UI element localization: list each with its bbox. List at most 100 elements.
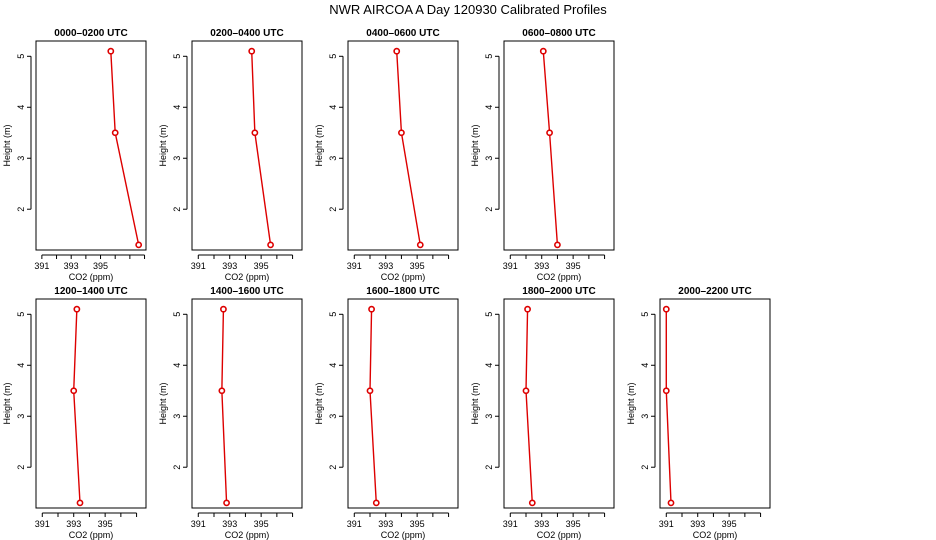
y-axis-label: Height (m) — [2, 382, 12, 424]
data-point — [393, 47, 401, 55]
data-point — [522, 387, 530, 395]
data-point — [135, 241, 143, 249]
y-tick-label: 3 — [484, 156, 494, 161]
x-tick-label: 391 — [191, 519, 206, 529]
y-axis-label: Height (m) — [158, 124, 168, 166]
plot-frame — [191, 298, 303, 509]
x-axis-label: CO2 (ppm) — [537, 272, 582, 282]
y-tick-label: 5 — [484, 312, 494, 317]
y-tick-label: 2 — [484, 207, 494, 212]
y-tick-label: 3 — [484, 414, 494, 419]
x-tick-label: 391 — [347, 519, 362, 529]
profile-line — [73, 309, 81, 503]
y-tick-label: 2 — [484, 465, 494, 470]
x-tick-label: 395 — [254, 519, 269, 529]
profile-line — [369, 309, 377, 503]
y-axis-label: Height (m) — [470, 124, 480, 166]
data-point — [107, 47, 115, 55]
y-tick-label: 3 — [16, 414, 26, 419]
y-tick-label: 2 — [172, 207, 182, 212]
y-tick-label: 4 — [172, 105, 182, 110]
y-tick-label: 5 — [16, 312, 26, 317]
data-point — [267, 241, 274, 249]
data-point — [667, 499, 675, 507]
plot-frame — [35, 40, 147, 251]
y-tick-label: 5 — [16, 54, 26, 59]
x-axis-label: CO2 (ppm) — [69, 272, 114, 282]
data-point — [546, 129, 553, 137]
x-tick-label: 391 — [503, 261, 518, 271]
y-tick-label: 2 — [640, 465, 650, 470]
data-point — [251, 129, 259, 137]
y-tick-label: 2 — [328, 207, 338, 212]
data-point — [218, 387, 226, 395]
y-axis-label: Height (m) — [158, 382, 168, 424]
x-axis-label: CO2 (ppm) — [381, 272, 426, 282]
y-tick-label: 2 — [328, 465, 338, 470]
data-point — [539, 47, 547, 55]
data-point — [524, 305, 531, 313]
profile-line — [251, 51, 272, 245]
panel-title: 1800–2000 UTC — [522, 286, 595, 297]
data-point — [70, 387, 78, 395]
y-tick-label: 4 — [172, 363, 182, 368]
panel-title: 0600–0800 UTC — [522, 28, 595, 39]
x-axis-label: CO2 (ppm) — [693, 530, 738, 540]
plot-frame — [503, 298, 615, 509]
panel-title: 2000–2200 UTC — [678, 286, 751, 297]
x-tick-label: 391 — [191, 261, 206, 271]
x-tick-label: 395 — [410, 261, 425, 271]
y-tick-label: 4 — [16, 363, 26, 368]
y-tick-label: 3 — [328, 156, 338, 161]
data-point — [76, 499, 84, 507]
x-tick-label: 395 — [566, 519, 581, 529]
y-tick-label: 5 — [172, 54, 182, 59]
panel-title: 0000–0200 UTC — [54, 28, 127, 39]
x-tick-label: 393 — [690, 519, 705, 529]
panel-title: 1400–1600 UTC — [210, 286, 283, 297]
data-point — [220, 305, 227, 313]
figure-title: NWR AIRCOA A Day 120930 Calibrated Profi… — [329, 2, 607, 17]
x-tick-label: 395 — [722, 519, 737, 529]
y-tick-label: 5 — [484, 54, 494, 59]
x-tick-label: 391 — [35, 519, 50, 529]
data-point — [416, 241, 424, 249]
data-point — [111, 129, 119, 137]
plot-frame — [191, 40, 303, 251]
profile-line — [110, 51, 140, 246]
data-point — [368, 305, 375, 313]
y-axis-label: Height (m) — [470, 382, 480, 424]
x-tick-label: 393 — [222, 261, 237, 271]
y-tick-label: 2 — [16, 207, 26, 212]
y-tick-label: 5 — [172, 312, 182, 317]
data-point — [223, 499, 230, 507]
y-tick-label: 4 — [328, 105, 338, 110]
x-tick-label: 393 — [378, 519, 393, 529]
x-tick-label: 395 — [410, 519, 425, 529]
data-point — [662, 387, 670, 395]
data-point — [372, 499, 380, 507]
y-tick-label: 5 — [640, 312, 650, 317]
data-point — [73, 305, 81, 313]
data-point — [248, 47, 256, 55]
x-axis-label: CO2 (ppm) — [537, 530, 582, 540]
y-axis-label: Height (m) — [314, 124, 324, 166]
y-axis-label: Height (m) — [626, 382, 636, 424]
profile-line — [665, 309, 672, 503]
y-axis-label: Height (m) — [314, 382, 324, 424]
profile-line — [525, 309, 533, 503]
data-point — [528, 499, 536, 507]
x-tick-label: 395 — [93, 261, 108, 271]
x-tick-label: 393 — [222, 519, 237, 529]
y-tick-label: 4 — [484, 105, 494, 110]
panel-title: 0400–0600 UTC — [366, 28, 439, 39]
